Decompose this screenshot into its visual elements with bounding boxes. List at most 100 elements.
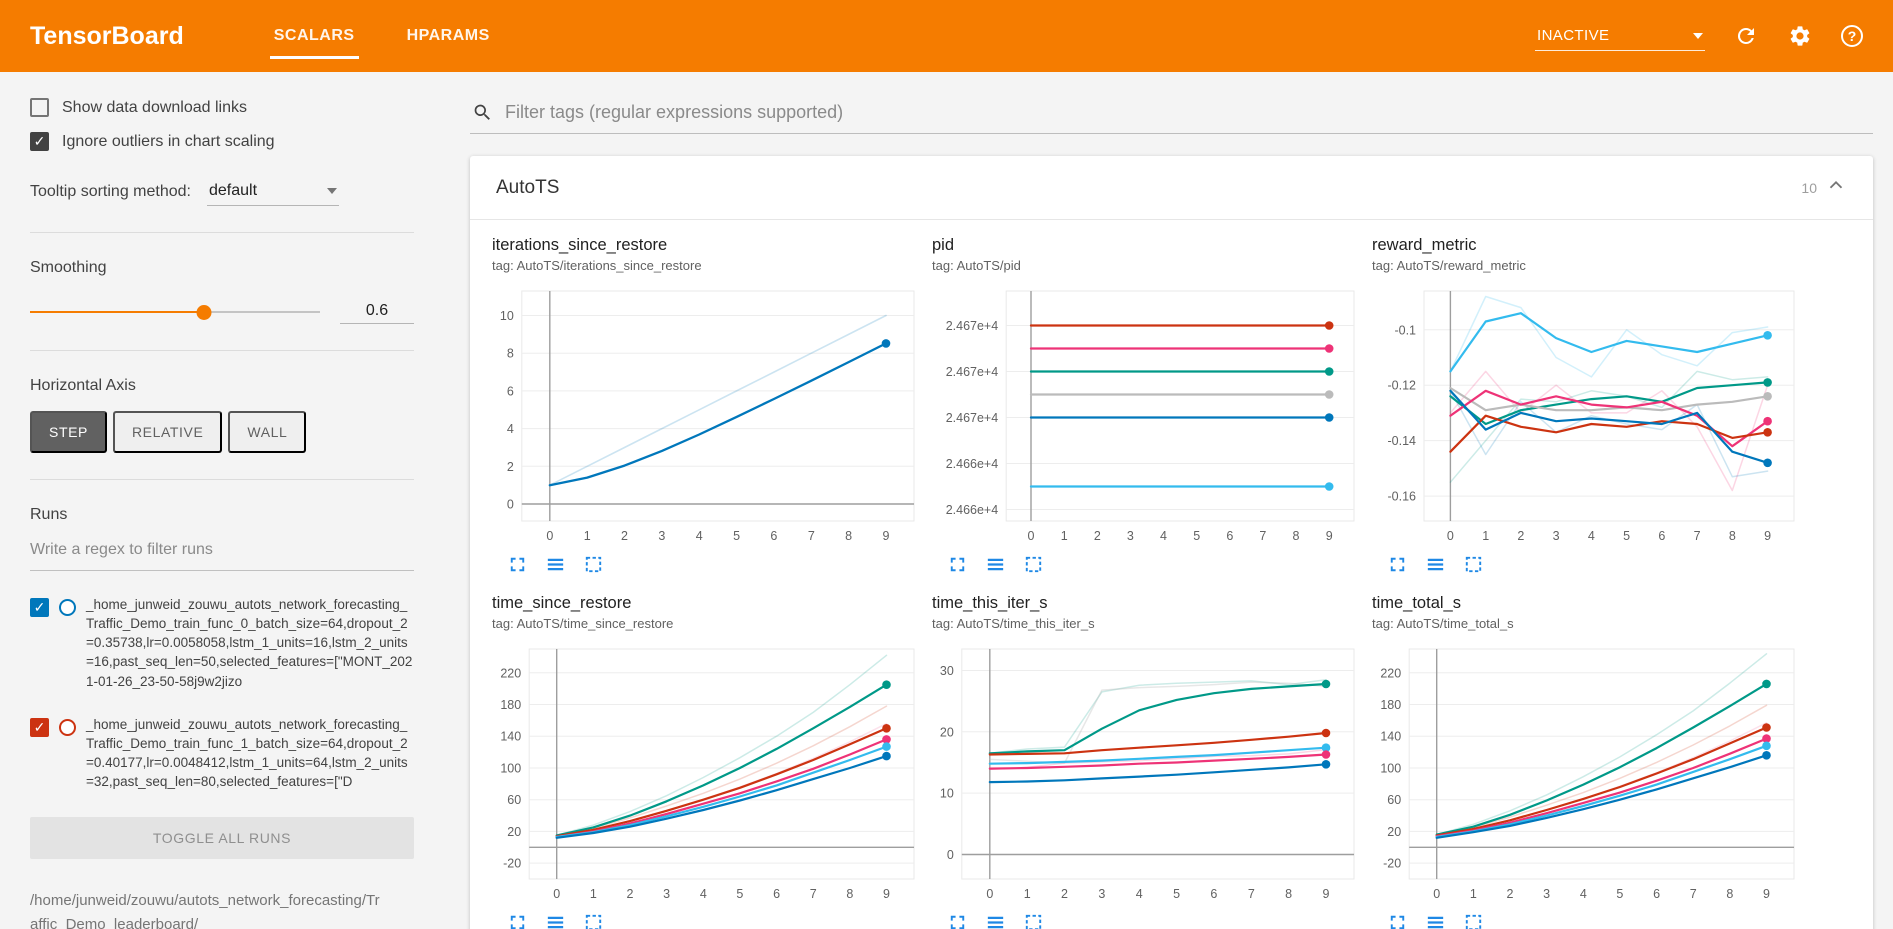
chart-plot[interactable]: 0 2 4 6 8 10 0 1 2 3 4 5 6 7 8 9 [492,281,922,547]
expand-chart-icon[interactable] [1386,911,1409,929]
chart-title: time_this_iter_s [932,594,1048,612]
svg-text:220: 220 [500,666,521,680]
data-status-value: INACTIVE [1537,27,1610,44]
data-status-select[interactable]: INACTIVE [1535,21,1705,51]
fit-domain-icon[interactable] [1462,911,1485,929]
ignore-outliers-option[interactable]: ✓ Ignore outliers in chart scaling [30,132,414,151]
expand-chart-icon[interactable] [1386,553,1409,576]
svg-text:7: 7 [1690,887,1697,901]
svg-text:180: 180 [500,698,521,712]
svg-text:9: 9 [1323,887,1330,901]
settings-gear-icon[interactable] [1787,23,1813,49]
svg-text:2.466e+4: 2.466e+4 [946,457,999,471]
svg-text:9: 9 [1764,529,1771,543]
run-data-lines-icon[interactable] [1424,553,1447,576]
main-panel: AutoTS 10 iterations_since_restore tag: … [442,72,1893,929]
scalar-chart-card: iterations_since_restore tag: AutoTS/ite… [492,236,924,576]
chart-plot[interactable]: -0.1 -0.12 -0.14 -0.16 0 1 2 3 4 5 6 7 8 9 [1372,281,1802,547]
ignore-outliers-checkbox[interactable]: ✓ [30,132,49,151]
tag-group-card: AutoTS 10 iterations_since_restore tag: … [470,156,1873,929]
axis-step-button[interactable]: STEP [30,411,107,453]
run-data-lines-icon[interactable] [544,553,567,576]
tag-filter [470,98,1873,134]
refresh-icon[interactable] [1733,23,1759,49]
svg-text:100: 100 [1380,762,1401,776]
expand-chart-icon[interactable] [946,553,969,576]
svg-text:3: 3 [658,529,665,543]
chart-plot[interactable]: 0 10 20 30 0 1 2 3 4 5 6 7 8 9 [932,639,1362,905]
divider [30,479,414,480]
chart-plot[interactable]: -20 20 60 100 140 180 220 0 1 2 3 4 5 6 7 8 9 [492,639,922,905]
sidebar: Show data download links ✓ Ignore outlie… [0,72,442,929]
tag-group-header[interactable]: AutoTS 10 [470,156,1873,220]
expand-chart-icon[interactable] [946,911,969,929]
svg-text:-0.16: -0.16 [1388,490,1417,504]
run-solo-radio[interactable] [59,599,76,616]
svg-text:8: 8 [1726,887,1733,901]
chart-plot[interactable]: -20 20 60 100 140 180 220 0 1 2 3 4 5 6 7 8 9 [1372,639,1802,905]
svg-text:8: 8 [1293,529,1300,543]
svg-text:-0.1: -0.1 [1394,323,1416,337]
svg-text:6: 6 [507,384,514,398]
svg-text:8: 8 [846,887,853,901]
fit-domain-icon[interactable] [582,553,605,576]
tab-hparams[interactable]: HPARAMS [406,27,490,44]
toggle-all-runs-button[interactable]: TOGGLE ALL RUNS [30,817,414,860]
svg-text:-0.12: -0.12 [1388,379,1417,393]
run-solo-radio[interactable] [59,718,76,736]
fit-domain-icon[interactable] [1462,553,1485,576]
expand-chart-icon[interactable] [506,553,529,576]
svg-text:9: 9 [1763,887,1770,901]
fit-domain-icon[interactable] [1022,553,1045,576]
svg-text:5: 5 [736,887,743,901]
svg-text:4: 4 [507,422,514,436]
svg-text:1: 1 [1470,887,1477,901]
svg-text:6: 6 [773,887,780,901]
help-icon[interactable]: ? [1841,25,1863,47]
chevron-up-icon[interactable] [1825,174,1847,201]
svg-text:0: 0 [1447,529,1454,543]
run-checkbox[interactable]: ✓ [30,598,49,617]
svg-text:6: 6 [1658,529,1665,543]
run-data-lines-icon[interactable] [1424,911,1447,929]
show-download-links-option[interactable]: Show data download links [30,98,414,117]
show-download-links-checkbox[interactable] [30,98,49,117]
run-label: _home_junweid_zouwu_autots_network_forec… [86,716,408,790]
runs-filter-input[interactable] [30,530,414,571]
svg-text:2: 2 [1507,887,1514,901]
run-checkbox[interactable]: ✓ [30,717,49,737]
axis-relative-button[interactable]: RELATIVE [112,411,223,453]
svg-text:0: 0 [553,887,560,901]
run-label: _home_junweid_zouwu_autots_network_forec… [86,597,413,689]
smoothing-value-field[interactable]: 0.6 [340,299,414,324]
expand-chart-icon[interactable] [506,911,529,929]
run-item[interactable]: ✓ _home_junweid_zouwu_autots_network_for… [30,595,414,691]
svg-text:3: 3 [663,887,670,901]
chart-plot[interactable]: 2.467e+4 2.467e+4 2.467e+4 2.466e+4 2.466e+4… [932,281,1362,547]
svg-text:140: 140 [1380,730,1401,744]
smoothing-slider-thumb[interactable] [196,304,212,320]
tag-filter-input[interactable] [505,102,1871,123]
svg-text:2.467e+4: 2.467e+4 [946,411,999,425]
tooltip-sorting-select[interactable]: default [206,177,339,206]
svg-text:7: 7 [1694,529,1701,543]
svg-text:2.467e+4: 2.467e+4 [946,365,999,379]
run-data-lines-icon[interactable] [984,553,1007,576]
run-item[interactable]: ✓ _home_junweid_zouwu_autots_network_for… [30,715,414,792]
run-data-lines-icon[interactable] [544,911,567,929]
fit-domain-icon[interactable] [582,911,605,929]
svg-text:180: 180 [1380,698,1401,712]
axis-wall-button[interactable]: WALL [228,411,307,453]
charts-grid: iterations_since_restore tag: AutoTS/ite… [470,220,1873,929]
tab-scalars[interactable]: SCALARS [248,0,381,72]
scalar-chart-card: time_this_iter_s tag: AutoTS/time_this_i… [932,594,1364,929]
app-header: TensorBoard SCALARS HPARAMS INACTIVE ? [0,0,1893,72]
chart-title: time_total_s [1372,594,1461,612]
fit-domain-icon[interactable] [1022,911,1045,929]
smoothing-slider[interactable] [30,304,320,320]
svg-text:5: 5 [1193,529,1200,543]
smoothing-label: Smoothing [30,259,107,276]
svg-text:5: 5 [733,529,740,543]
svg-text:2: 2 [627,887,634,901]
run-data-lines-icon[interactable] [984,911,1007,929]
